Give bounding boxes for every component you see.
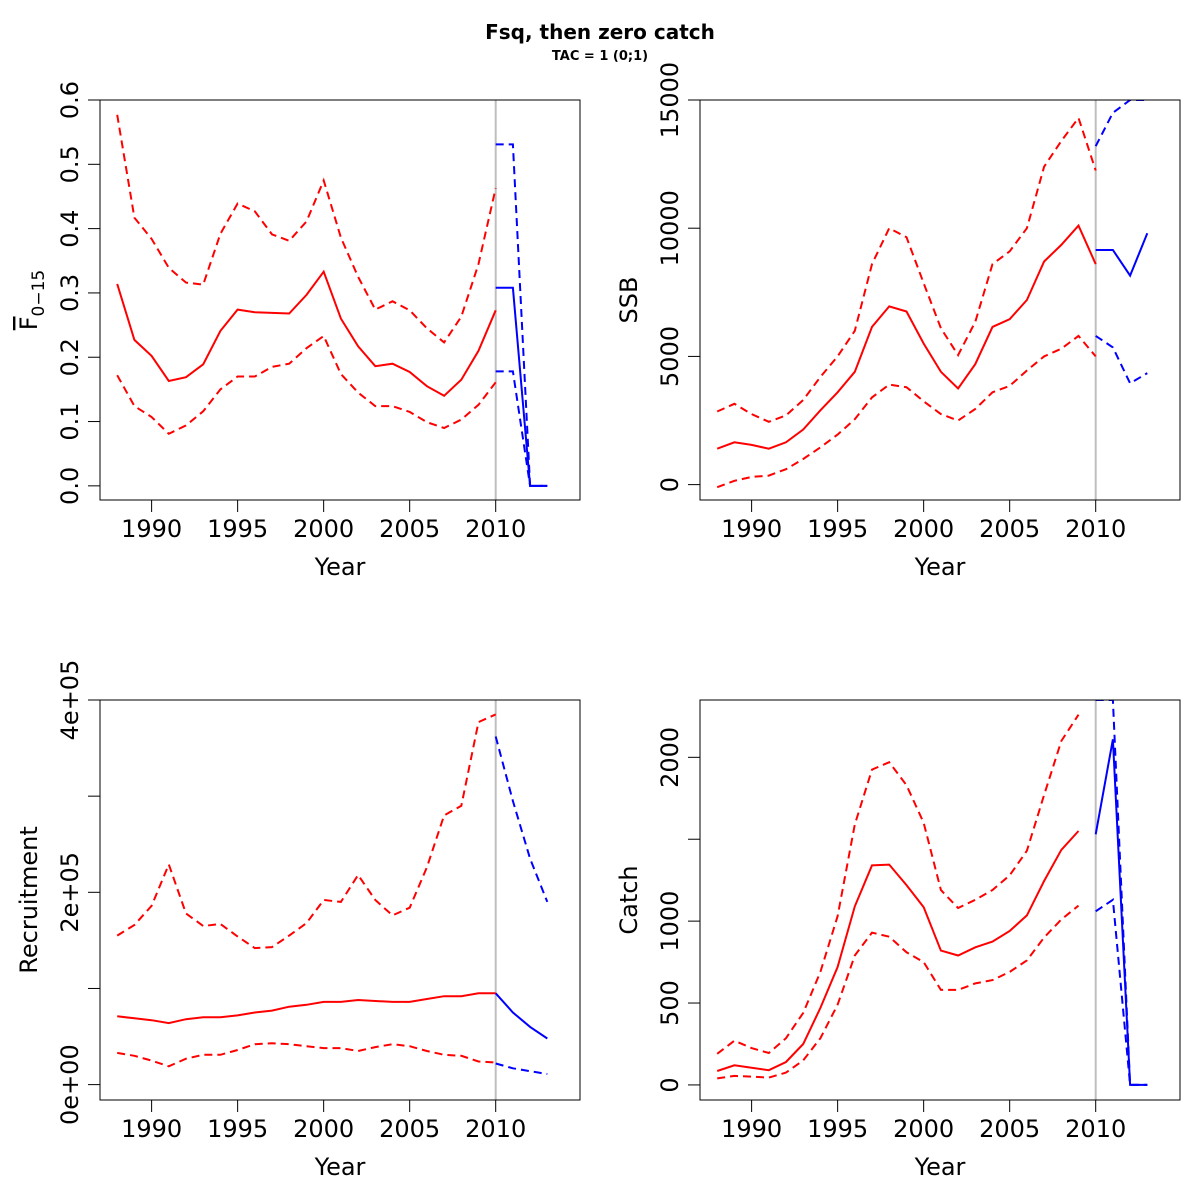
fbar-projection-dashed-line-4 [495, 143, 548, 487]
fbar-x-tick-label: 2005 [379, 515, 440, 543]
catch-plot-frame [699, 699, 1181, 1101]
ssb-x-axis-label: Year [914, 553, 966, 581]
fbar-plot-frame [99, 99, 581, 501]
fbar-panel: 1990 1995 2000 2005 2010Year0.00.10.20.30.40… [15, 81, 581, 581]
fbar-x-axis-label: Year [314, 553, 366, 581]
catch-y-axis: 0 500 1000 2000 [656, 727, 700, 1093]
fbar-y-tick-label: 0.5 [56, 145, 84, 183]
ssb-x-tick-label: 2005 [979, 515, 1040, 543]
catch-x-tick-label: 2005 [979, 1115, 1040, 1143]
ssb-y-tick-label: 10000 [656, 190, 684, 266]
catch-x-tick-label: 1990 [721, 1115, 782, 1143]
catch-projection-dashed-line-4 [1095, 700, 1148, 1086]
ssb-plot-frame [699, 99, 1181, 501]
recruitment-x-axis-label: Year [314, 1153, 366, 1181]
ssb-x-tick-label: 1990 [721, 515, 782, 543]
figure-title: Fsq, then zero catch [485, 20, 715, 44]
recruitment-projection-solid-line-3 [494, 992, 548, 1040]
fbar-historic-dashed-line-1 [116, 114, 497, 344]
catch-y-tick-label: 1000 [656, 891, 684, 952]
recruitment-y-axis-label: Recruitment [15, 826, 43, 973]
catch-x-tick-label: 2000 [893, 1115, 954, 1143]
ssb-y-tick-label: 0 [656, 477, 684, 492]
ssb-y-tick-label: 5000 [656, 326, 684, 387]
fbar-y-axis: 0.0 0.1 0.2 0.3 0.4 0.5 0.6 [56, 81, 100, 505]
ssb-x-tick-label: 2010 [1065, 515, 1126, 543]
catch-x-tick-label: 2010 [1065, 1115, 1126, 1143]
ssb-x-tick-label: 2000 [893, 515, 954, 543]
ssb-y-axis-label: SSB [615, 277, 643, 324]
recruitment-y-tick-label: 0e+00 [56, 1044, 84, 1125]
recruitment-x-tick-label: 2010 [465, 1115, 526, 1143]
recruitment-projection-dashed-line-5 [495, 1062, 548, 1075]
recruitment-projection-dashed-line-4 [494, 736, 549, 903]
recruitment-historic-dashed-line-2 [117, 1042, 496, 1068]
fbar-x-tick-label: 2000 [293, 515, 354, 543]
catch-y-axis-label: Catch [615, 865, 643, 934]
fbar-y-axis-label-main: F [15, 316, 43, 330]
catch-plot-area [716, 700, 1148, 1100]
catch-x-axis-label: Year [914, 1153, 966, 1181]
fbar-historic-dashed-line-2 [116, 334, 497, 436]
fbar-x-tick-label: 2010 [465, 515, 526, 543]
recruitment-y-tick-label: 4e+05 [56, 660, 84, 741]
fbar-x-axis: 1990 1995 2000 2005 2010 [121, 500, 526, 543]
recruitment-historic-dashed-line-1 [116, 713, 497, 950]
ssb-plot-area [716, 100, 1149, 500]
recruitment-x-tick-label: 2000 [293, 1115, 354, 1143]
recruitment-x-tick-label: 1990 [121, 1115, 182, 1143]
fbar-y-axis-label-sub: 0−15 [29, 270, 49, 317]
recruitment-plot-area [116, 700, 549, 1100]
fbar-y-tick-label: 0.2 [56, 338, 84, 376]
fbar-y-tick-label: 0.3 [56, 274, 84, 312]
fbar-y-tick-label: 0.1 [56, 402, 84, 440]
catch-y-tick-label: 500 [656, 980, 684, 1026]
recruitment-plot-frame [99, 699, 581, 1101]
catch-x-tick-label: 1995 [807, 1115, 868, 1143]
recruitment-x-tick-label: 1995 [207, 1115, 268, 1143]
ssb-panel: 1990 1995 2000 2005 2010 Year 0 5000 10000 15000 S… [615, 62, 1181, 581]
ssb-y-axis-label-main: SSB [615, 277, 643, 324]
catch-historic-dashed-line-2 [717, 904, 1080, 1080]
ssb-projection-dashed-line-4 [1094, 100, 1148, 147]
recruitment-x-axis: 1990 1995 2000 2005 2010 [121, 1100, 526, 1143]
recruitment-y-axis: 0e+00 2e+05 4e+05 [56, 660, 100, 1125]
recruitment-panel: 1990 1995 2000 2005 2010 Year 0e+00 2e+05 4e+05 R… [15, 660, 581, 1181]
fbar-y-tick-label: 0.0 [56, 467, 84, 505]
catch-historic-solid-line-0 [716, 830, 1080, 1072]
ssb-projection-solid-line-3 [1095, 232, 1149, 278]
fbar-x-tick-label: 1990 [121, 515, 182, 543]
fbar-y-tick-label: 0.6 [56, 81, 84, 119]
ssb-historic-dashed-line-1 [716, 115, 1097, 423]
fbar-x-tick-label: 1995 [207, 515, 268, 543]
recruitment-y-axis-label-main: Recruitment [15, 826, 43, 973]
catch-projection-dashed-line-5 [1095, 898, 1148, 1086]
fbar-y-axis-label: F0−15 [15, 270, 49, 331]
fbar-historic-solid-line-0 [116, 269, 497, 398]
catch-y-tick-label: 2000 [656, 727, 684, 788]
catch-projection-solid-line-3 [1094, 739, 1148, 1086]
recruitment-x-tick-label: 2005 [379, 1115, 440, 1143]
ssb-historic-dashed-line-2 [716, 334, 1097, 489]
recruitment-historic-solid-line-0 [117, 992, 496, 1025]
catch-x-axis: 1990 1995 2000 2005 2010 [721, 1100, 1126, 1143]
ssb-y-tick-label: 15000 [656, 62, 684, 138]
catch-historic-dashed-line-1 [716, 714, 1080, 1055]
recruitment-y-tick-label: 2e+05 [56, 852, 84, 933]
fbar-projection-solid-line-3 [495, 286, 548, 487]
fbar-y-tick-label: 0.4 [56, 210, 84, 248]
catch-y-axis-label-main: Catch [615, 865, 643, 934]
ssb-x-axis: 1990 1995 2000 2005 2010 [721, 500, 1126, 543]
ssb-projection-dashed-line-5 [1095, 335, 1148, 385]
catch-panel: 1990 1995 2000 2005 2010 Year 0 500 1000 2000 Catc… [615, 699, 1181, 1181]
ssb-y-axis: 0 5000 10000 15000 [656, 62, 700, 492]
ssb-historic-solid-line-0 [716, 223, 1097, 450]
catch-y-tick-label: 0 [656, 1077, 684, 1092]
figure-subtitle: TAC = 1 (0;1) [552, 49, 648, 64]
ssb-x-tick-label: 1995 [807, 515, 868, 543]
fbar-plot-area [116, 100, 548, 500]
